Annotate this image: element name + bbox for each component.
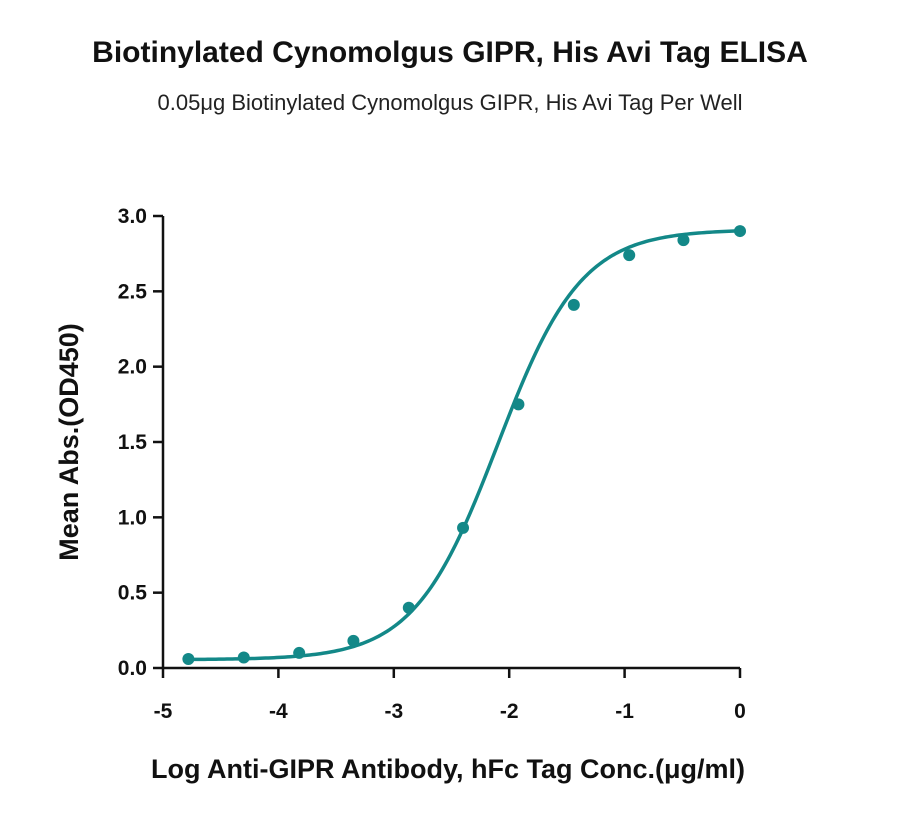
x-tick-label: 0 [734, 700, 746, 723]
axes [161, 216, 740, 670]
y-tick-label: 3.0 [118, 205, 147, 228]
y-ticks: 0.0 0.5 1.0 1.5 2.0 2.5 3.0 [118, 205, 163, 680]
data-point [402, 601, 415, 614]
x-tick-label: -4 [269, 700, 288, 723]
data-point [623, 249, 636, 262]
x-tick-label: -5 [154, 700, 173, 723]
data-points [182, 225, 746, 665]
y-tick-label: 1.0 [118, 506, 147, 529]
y-tick-label: 0.5 [118, 582, 148, 605]
x-tick-label: -3 [384, 700, 403, 723]
data-point [677, 234, 690, 247]
data-point [293, 646, 306, 659]
data-point [457, 521, 470, 534]
x-tick-label: -2 [500, 700, 519, 723]
y-tick-label: 1.5 [118, 431, 148, 454]
chart-subtitle: 0.05μg Biotinylated Cynomolgus GIPR, His… [157, 90, 743, 115]
y-tick-label: 2.5 [118, 280, 148, 303]
data-point [734, 225, 746, 238]
data-point [237, 651, 250, 664]
x-ticks: -5 -4 -3 -2 -1 0 [154, 668, 746, 723]
x-axis-label: Log Anti-GIPR Antibody, hFc Tag Conc.(μg… [151, 754, 745, 784]
chart-title: Biotinylated Cynomolgus GIPR, His Avi Ta… [92, 36, 808, 69]
x-tick-label: -1 [615, 700, 634, 723]
y-axis-label: Mean Abs.(OD450) [54, 323, 84, 561]
data-point [182, 652, 195, 665]
y-tick-label: 2.0 [118, 356, 147, 379]
data-point [567, 298, 580, 311]
fit-curve [188, 229, 741, 662]
y-tick-label: 0.0 [118, 657, 147, 680]
data-point [347, 634, 360, 647]
data-point [512, 398, 525, 411]
